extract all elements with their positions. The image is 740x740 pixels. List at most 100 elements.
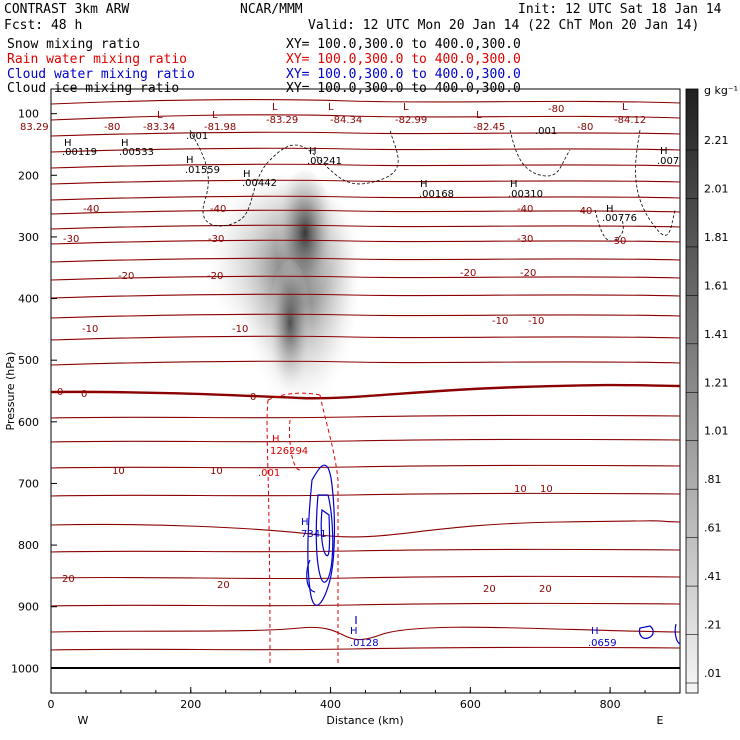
rain-min-value: .001 bbox=[258, 468, 280, 479]
cloud-high-marker: H bbox=[301, 517, 309, 528]
rain-max-value: 126294 bbox=[270, 446, 308, 457]
low-marker: L bbox=[157, 110, 163, 121]
high-marker: H bbox=[309, 146, 317, 157]
temp-label-n40b: -40 bbox=[210, 204, 226, 215]
y-tick-label: 800 bbox=[18, 539, 39, 552]
temp-label-n30a: -30 bbox=[63, 234, 79, 245]
colorbar-label: 1.81 bbox=[704, 231, 729, 244]
cloud-ice-contours bbox=[189, 129, 676, 242]
cloud-max-value: 7341 bbox=[301, 529, 326, 540]
x-end-east: E bbox=[657, 714, 664, 727]
colorbar-label: 2.01 bbox=[704, 182, 729, 195]
y-tick-label: 400 bbox=[18, 293, 39, 306]
high-value: .00241 bbox=[307, 156, 342, 167]
temp-label-n30b: -30 bbox=[208, 234, 224, 245]
x-tick-label: 0 bbox=[48, 698, 55, 711]
high-value: .00533 bbox=[119, 147, 154, 158]
high-value: .00776 bbox=[602, 213, 637, 224]
contour-labels: -80 -80 -80 -40 -40 -40 -40 -30 -30 -30 … bbox=[57, 104, 626, 595]
colorbar-label: .01 bbox=[704, 667, 722, 680]
temp-label-0a: 0 bbox=[57, 387, 63, 398]
colorbar-label: 1.21 bbox=[704, 376, 729, 389]
field-xy-snow: XY= 100.0,300.0 to 400.0,300.0 bbox=[286, 37, 521, 52]
low-value: -84.12 bbox=[614, 115, 646, 126]
field-xy-rain: XY= 100.0,300.0 to 400.0,300.0 bbox=[286, 52, 521, 67]
x-axis-title: Distance (km) bbox=[326, 714, 403, 727]
high-marker: H bbox=[243, 169, 251, 180]
x-tick-label: 600 bbox=[460, 698, 481, 711]
low-marker: L bbox=[476, 110, 482, 121]
temp-label-0c: 0 bbox=[250, 392, 256, 403]
x-tick-label: 200 bbox=[180, 698, 201, 711]
low-value: -81.98 bbox=[204, 122, 236, 133]
ice-value: .001 bbox=[186, 131, 208, 142]
rain-contours bbox=[266, 392, 339, 666]
temp-label-n30d: -30 bbox=[610, 236, 626, 247]
temp-label-n20c: -20 bbox=[460, 268, 476, 279]
field-name-rain: Rain water mixing ratio bbox=[7, 52, 188, 67]
high-value: .00442 bbox=[242, 178, 277, 189]
low-marker: L bbox=[403, 102, 409, 113]
colorbar-label: .81 bbox=[704, 473, 722, 486]
cloud-high-marker: H bbox=[591, 626, 599, 637]
temp-label-20c: 20 bbox=[483, 584, 496, 595]
low-marker: L bbox=[212, 110, 218, 121]
cloud-value: .0659 bbox=[588, 638, 617, 649]
low-value: -83.34 bbox=[143, 122, 175, 133]
field-name-snow: Snow mixing ratio bbox=[7, 37, 141, 52]
field-name-cloud: Cloud water mixing ratio bbox=[7, 67, 195, 82]
temperature-contours bbox=[50, 99, 681, 651]
low-value: -82.99 bbox=[395, 115, 427, 126]
temp-label-n30c: -30 bbox=[517, 234, 533, 245]
colorbar-label: .21 bbox=[704, 619, 722, 632]
low-marker: L bbox=[272, 102, 278, 113]
y-axis: 100 200 300 400 500 600 700 800 900 1000 bbox=[11, 108, 57, 675]
x-tick-label: 800 bbox=[600, 698, 621, 711]
y-tick-label: 100 bbox=[18, 108, 39, 121]
colorbar-label: 1.41 bbox=[704, 328, 729, 341]
x-tick-label: 400 bbox=[320, 698, 341, 711]
low-value: -83.29 bbox=[266, 115, 298, 126]
colorbar bbox=[685, 88, 699, 694]
temp-label-n40c: -40 bbox=[517, 204, 533, 215]
temp-label-10d: 10 bbox=[540, 484, 553, 495]
y-tick-label: 900 bbox=[18, 601, 39, 614]
y-tick-label: 300 bbox=[18, 231, 39, 244]
temp-label-10b: 10 bbox=[210, 466, 223, 477]
high-marker: H bbox=[121, 138, 129, 149]
temp-label-n80c: -80 bbox=[548, 104, 564, 115]
colorbar-unit: g kg⁻¹ bbox=[704, 84, 738, 97]
forecast-hour: Fcst: 48 h bbox=[4, 18, 83, 33]
temp-label-10a: 10 bbox=[112, 466, 125, 477]
high-marker: H bbox=[606, 204, 614, 215]
rain-high-marker: H bbox=[272, 434, 280, 445]
field-xy-cloud: XY= 100.0,300.0 to 400.0,300.0 bbox=[286, 67, 521, 82]
temp-label-20b: 20 bbox=[217, 580, 230, 591]
temp-label-n40d: -40 bbox=[576, 206, 592, 217]
plot-frame bbox=[50, 88, 681, 694]
low-marker: L bbox=[622, 102, 628, 113]
temp-label-20a: 20 bbox=[62, 574, 75, 585]
temp-label-n20d: -20 bbox=[520, 268, 536, 279]
high-marker: H bbox=[660, 146, 668, 157]
high-marker: H bbox=[510, 179, 518, 190]
temp-label-10c: 10 bbox=[514, 484, 527, 495]
high-value: .007 bbox=[657, 156, 679, 167]
y-tick-label: 600 bbox=[18, 416, 39, 429]
temp-label-n80b: -80 bbox=[577, 122, 593, 133]
high-marker: H bbox=[64, 138, 72, 149]
valid-time: Valid: 12 UTC Mon 20 Jan 14 (22 ChT Mon … bbox=[308, 18, 700, 33]
low-marker: L bbox=[328, 102, 334, 113]
colorbar-label: 2.21 bbox=[704, 134, 729, 147]
high-marker: H bbox=[420, 179, 428, 190]
org-label: NCAR/MMM bbox=[240, 2, 303, 17]
y-axis-title: Pressure (hPa) bbox=[4, 352, 17, 431]
temp-label-n10c: -10 bbox=[492, 316, 508, 327]
temp-label-20d: 20 bbox=[539, 584, 552, 595]
temp-label-n10a: -10 bbox=[82, 324, 98, 335]
y-tick-label: 700 bbox=[18, 477, 39, 490]
cloud-water-contours bbox=[306, 464, 681, 645]
ice-value: .001 bbox=[535, 126, 557, 137]
high-value: .01559 bbox=[185, 165, 220, 176]
